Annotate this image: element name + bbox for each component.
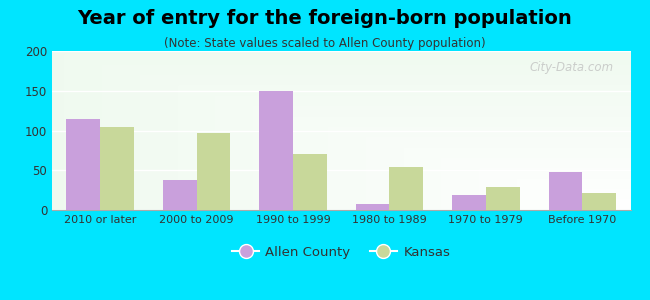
Bar xyxy=(293,154,327,210)
Bar xyxy=(452,195,486,210)
Bar xyxy=(356,204,389,210)
Bar xyxy=(259,91,293,210)
Bar xyxy=(549,172,582,210)
Text: (Note: State values scaled to Allen County population): (Note: State values scaled to Allen Coun… xyxy=(164,38,486,50)
Bar xyxy=(163,180,196,210)
Bar xyxy=(66,119,100,210)
Bar xyxy=(486,187,519,210)
Text: Year of entry for the foreign-born population: Year of entry for the foreign-born popul… xyxy=(77,9,573,28)
Bar xyxy=(100,127,134,210)
Bar xyxy=(582,193,616,210)
Text: City-Data.com: City-Data.com xyxy=(529,61,613,74)
Legend: Allen County, Kansas: Allen County, Kansas xyxy=(227,240,456,264)
Bar xyxy=(196,133,230,210)
Bar xyxy=(389,167,423,210)
